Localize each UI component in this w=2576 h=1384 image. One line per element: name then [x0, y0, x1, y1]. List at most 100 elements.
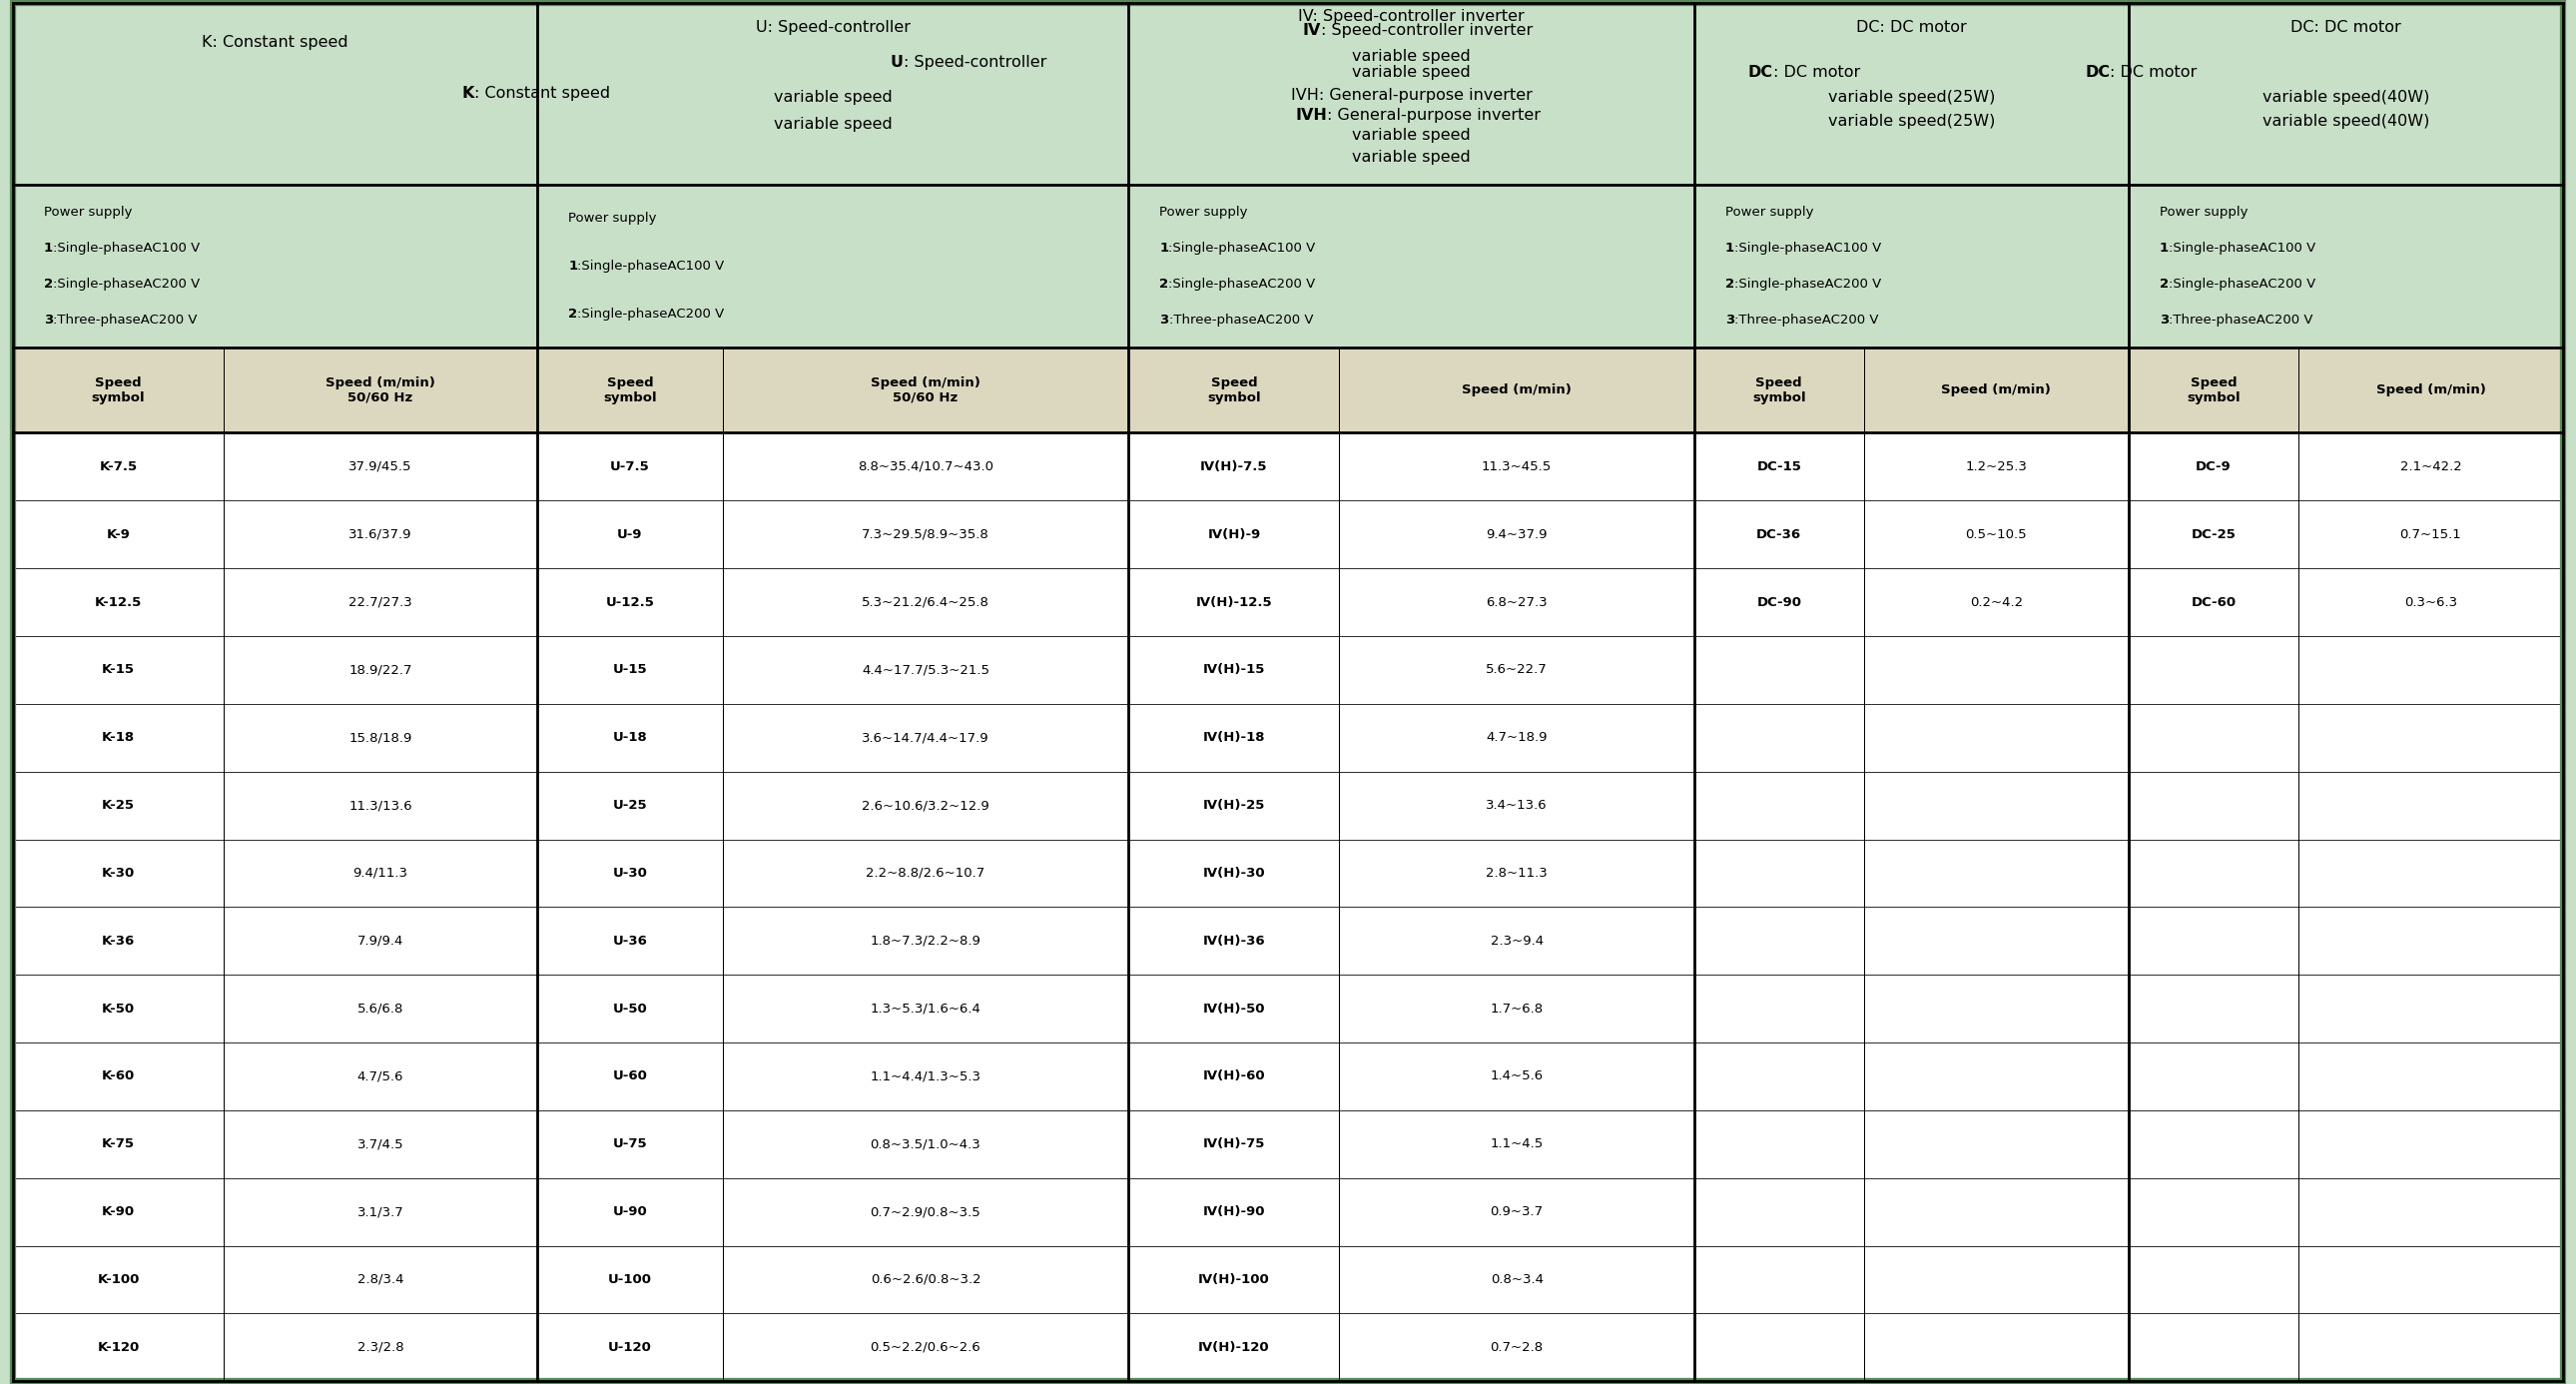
Bar [13, 974, 224, 1042]
Text: Speed
symbol: Speed symbol [1208, 376, 1260, 404]
Text: 8.8~35.4/10.7~43.0: 8.8~35.4/10.7~43.0 [858, 461, 994, 473]
Bar [1695, 184, 2128, 347]
Bar [1695, 3, 2128, 184]
Bar [1340, 1110, 1695, 1178]
Text: 9.4~37.9: 9.4~37.9 [1486, 527, 1548, 541]
Text: U-7.5: U-7.5 [611, 461, 649, 473]
Bar [1865, 839, 2128, 907]
Text: K-120: K-120 [98, 1341, 139, 1354]
Bar [538, 907, 721, 974]
Text: Power supply: Power supply [1159, 206, 1247, 219]
Text: IV(H)-75: IV(H)-75 [1203, 1138, 1265, 1150]
Text: 37.9/45.5: 37.9/45.5 [348, 461, 412, 473]
Bar [721, 347, 1128, 433]
Text: 3: 3 [1726, 313, 1734, 327]
Bar [538, 1178, 721, 1246]
Bar [1128, 1178, 1340, 1246]
Bar [1128, 704, 1340, 771]
Bar [1340, 771, 1695, 839]
Text: : Speed-controller: : Speed-controller [904, 55, 1046, 71]
Bar [1695, 501, 1865, 569]
Text: U-18: U-18 [613, 731, 647, 745]
Bar [1128, 501, 1340, 569]
Bar [2298, 569, 2563, 637]
Text: U-75: U-75 [613, 1138, 647, 1150]
Bar [538, 3, 1128, 184]
Bar [1695, 637, 1865, 704]
Text: K-15: K-15 [103, 663, 134, 677]
Bar [2128, 184, 2563, 347]
Text: 1.3~5.3/1.6~6.4: 1.3~5.3/1.6~6.4 [871, 1002, 981, 1014]
Text: DC-90: DC-90 [1757, 595, 1801, 609]
Bar [1128, 839, 1340, 907]
Bar [13, 501, 224, 569]
Text: :Single-phaseAC200 V: :Single-phaseAC200 V [1734, 277, 1880, 291]
Text: 1.7~6.8: 1.7~6.8 [1492, 1002, 1543, 1014]
Text: :Three-phaseAC200 V: :Three-phaseAC200 V [54, 313, 198, 327]
Text: 0.2~4.2: 0.2~4.2 [1971, 595, 2022, 609]
Bar [1695, 569, 1865, 637]
Text: DC: DC motor: DC: DC motor [1857, 19, 1965, 35]
Bar [2128, 501, 2298, 569]
Bar [13, 184, 538, 347]
Bar [2128, 1313, 2298, 1381]
Bar [721, 771, 1128, 839]
Text: variable speed: variable speed [1352, 65, 1471, 79]
Text: 3: 3 [44, 313, 54, 327]
Bar [1340, 433, 1695, 501]
Text: 4.4~17.7/5.3~21.5: 4.4~17.7/5.3~21.5 [860, 663, 989, 677]
Text: 2.1~42.2: 2.1~42.2 [2401, 461, 2463, 473]
Bar [538, 839, 721, 907]
Bar [1695, 839, 1865, 907]
Text: U-36: U-36 [613, 934, 647, 948]
Bar [224, 1042, 538, 1110]
Bar [2128, 1110, 2298, 1178]
Text: U-30: U-30 [613, 866, 647, 880]
Bar [2298, 839, 2563, 907]
Bar [13, 839, 224, 907]
Text: 2: 2 [1159, 277, 1170, 291]
Bar [1128, 1313, 1340, 1381]
Bar [721, 569, 1128, 637]
Text: 22.7/27.3: 22.7/27.3 [348, 595, 412, 609]
Bar [1128, 433, 1340, 501]
Text: :Single-phaseAC100 V: :Single-phaseAC100 V [1170, 242, 1316, 255]
Bar [721, 1246, 1128, 1313]
Text: :Single-phaseAC100 V: :Single-phaseAC100 V [2169, 242, 2316, 255]
Bar [1865, 771, 2128, 839]
Bar [1128, 184, 1695, 347]
Text: U-25: U-25 [613, 799, 647, 812]
Text: 0.9~3.7: 0.9~3.7 [1492, 1205, 1543, 1218]
Bar [1695, 974, 1865, 1042]
Bar [1128, 637, 1340, 704]
Text: IV(H)-25: IV(H)-25 [1203, 799, 1265, 812]
Text: IV(H)-100: IV(H)-100 [1198, 1273, 1270, 1286]
Bar [1340, 501, 1695, 569]
Bar [1340, 974, 1695, 1042]
Bar [538, 569, 721, 637]
Bar [1865, 1042, 2128, 1110]
Bar [1865, 1110, 2128, 1178]
Bar [1695, 704, 1865, 771]
Text: variable speed: variable speed [1352, 149, 1471, 165]
Text: DC: DC [2084, 65, 2110, 79]
Text: DC: DC motor: DC: DC motor [2290, 19, 2401, 35]
Bar [224, 704, 538, 771]
Bar [1128, 974, 1340, 1042]
Text: Speed (m/min)
50/60 Hz: Speed (m/min) 50/60 Hz [325, 376, 435, 404]
Text: 2.3~9.4: 2.3~9.4 [1492, 934, 1543, 948]
Text: DC-36: DC-36 [1757, 527, 1801, 541]
Text: K-12.5: K-12.5 [95, 595, 142, 609]
Text: K: Constant speed: K: Constant speed [201, 35, 348, 50]
Bar [13, 637, 224, 704]
Text: 0.7~2.9/0.8~3.5: 0.7~2.9/0.8~3.5 [871, 1205, 981, 1218]
Text: IV(H)-36: IV(H)-36 [1203, 934, 1265, 948]
Bar [2128, 3, 2563, 184]
Text: 2.8/3.4: 2.8/3.4 [358, 1273, 404, 1286]
Text: DC-25: DC-25 [2192, 527, 2236, 541]
Bar [538, 1042, 721, 1110]
Text: IV(H)-15: IV(H)-15 [1203, 663, 1265, 677]
Text: IV(H)-12.5: IV(H)-12.5 [1195, 595, 1273, 609]
Bar [721, 1042, 1128, 1110]
Bar [13, 907, 224, 974]
